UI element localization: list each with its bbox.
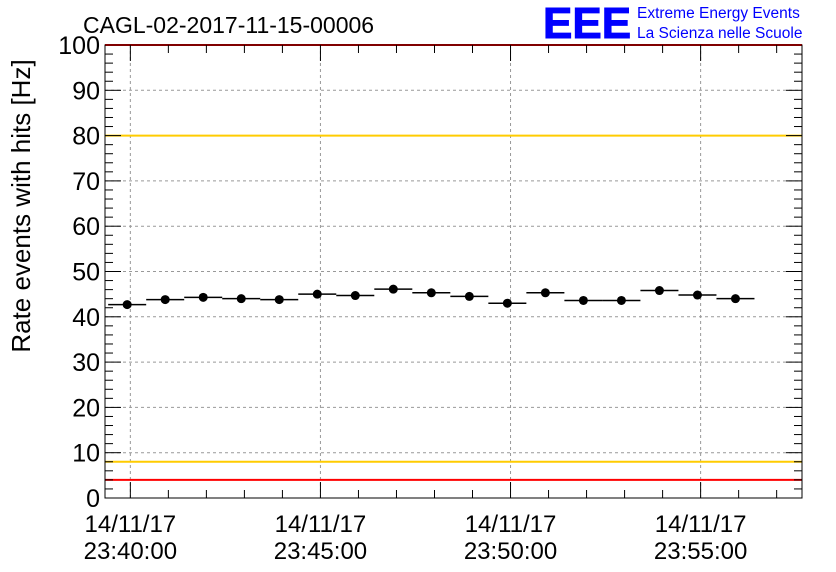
data-point: [198, 292, 208, 302]
reference-lines: [105, 44, 802, 481]
y-tick-label: 90: [72, 77, 100, 105]
data-point: [730, 294, 740, 304]
eee-logo-line2: La Scienza nelle Scuole: [637, 25, 802, 42]
x-tick-time: 23:45:00: [274, 538, 367, 565]
y-tick-label: 100: [58, 32, 100, 60]
y-tick-label: 10: [72, 440, 100, 468]
data-point: [540, 288, 550, 298]
data-point: [160, 295, 170, 305]
data-point: [426, 288, 436, 298]
y-tick-label: 40: [72, 304, 100, 332]
x-tick-time: 23:55:00: [654, 538, 747, 565]
data-points: [108, 284, 755, 310]
y-axis-label: Rate events with hits [Hz]: [6, 59, 36, 352]
x-tick-time: 23:50:00: [464, 538, 557, 565]
data-point: [122, 300, 132, 310]
x-tick-date: 14/11/17: [655, 511, 747, 538]
grid-lines: [105, 44, 802, 499]
y-tick-label: 0: [86, 485, 100, 513]
chart-title: CAGL-02-2017-11-15-00006: [83, 12, 374, 38]
data-point: [692, 290, 702, 300]
x-tick-date: 14/11/17: [275, 511, 367, 538]
eee-logo-line1: Extreme Energy Events: [637, 5, 800, 22]
data-point: [502, 298, 512, 308]
y-tick-label: 60: [72, 213, 100, 241]
data-point: [312, 289, 322, 299]
data-point: [274, 295, 284, 305]
y-tick-label: 70: [72, 168, 100, 196]
data-point: [616, 295, 626, 305]
x-tick-date: 14/11/17: [85, 511, 177, 538]
y-tick-label: 80: [72, 123, 100, 151]
x-tick-date: 14/11/17: [465, 511, 557, 538]
data-point: [236, 294, 246, 304]
data-point: [654, 286, 664, 296]
data-point: [388, 284, 398, 294]
axes: 010203040506070809010014/11/1723:40:0014…: [58, 32, 803, 565]
eee-logo-mark: EEE: [543, 0, 631, 48]
data-point: [350, 291, 360, 301]
y-tick-label: 50: [72, 259, 100, 287]
data-point: [464, 291, 474, 301]
y-tick-label: 20: [72, 394, 100, 422]
x-tick-time: 23:40:00: [84, 538, 177, 565]
data-point: [578, 295, 588, 305]
eee-logo: EEE Extreme Energy Events La Scienza nel…: [543, 0, 803, 49]
y-tick-label: 30: [72, 349, 100, 377]
